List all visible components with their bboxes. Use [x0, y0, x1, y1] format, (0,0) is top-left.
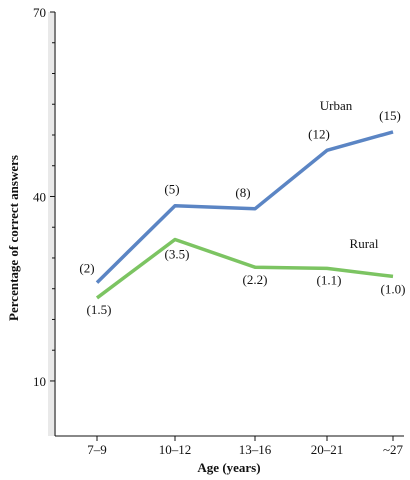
x-axis-ticks: 7–9 10–12 13–16 20–21 ~27 — [87, 436, 404, 457]
y-tick-label: 10 — [33, 374, 46, 389]
y-axis-ticks: 10 40 70 — [33, 5, 55, 389]
series-urban: (2) (5) (8) (12) (15) Urban — [79, 98, 401, 284]
data-label: (1.5) — [87, 302, 112, 317]
data-label: (2.2) — [243, 272, 268, 287]
x-tick-label: 7–9 — [87, 442, 107, 457]
data-label: (1.1) — [317, 272, 342, 287]
plot-area-shading — [48, 12, 56, 436]
series-label-rural: Rural — [350, 236, 379, 251]
y-axis-title: Percentage of correct answers — [6, 155, 21, 321]
x-axis-title: Age (years) — [197, 460, 260, 475]
series-rural: (1.5) (3.5) (2.2) (1.1) (1.0) Rural — [87, 236, 406, 317]
x-tick-label: 10–12 — [159, 442, 192, 457]
data-label: (3.5) — [165, 247, 190, 262]
y-tick-label: 40 — [33, 189, 46, 204]
data-label: (12) — [308, 126, 330, 141]
series-label-urban: Urban — [320, 98, 353, 113]
data-label: (8) — [235, 185, 250, 200]
x-tick-label: 13–16 — [239, 442, 272, 457]
data-label: (5) — [164, 182, 179, 197]
x-tick-label: 20–21 — [311, 442, 344, 457]
data-label: (2) — [79, 261, 94, 276]
series-layer: (2)(5) (8)(12)(15)Urban(1.5)(3.5)(2.2) (1.… — [79, 98, 405, 317]
data-label: (1.0) — [381, 281, 406, 296]
y-tick-label: 70 — [33, 5, 46, 20]
x-tick-label: ~27 — [383, 442, 404, 457]
data-label: (15) — [379, 108, 401, 123]
